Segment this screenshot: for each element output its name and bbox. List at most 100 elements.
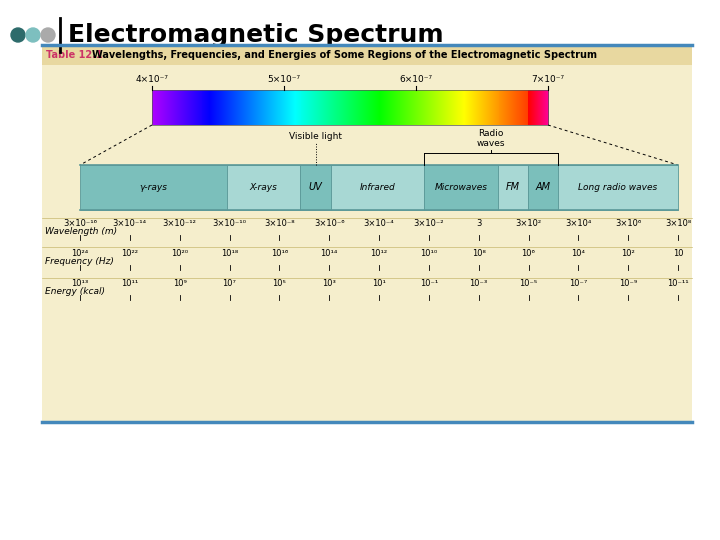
- Bar: [490, 90, 492, 125]
- Bar: [212, 90, 213, 125]
- Bar: [202, 90, 203, 125]
- Bar: [544, 90, 546, 125]
- Text: 10¹⁰: 10¹⁰: [420, 249, 438, 258]
- Bar: [305, 90, 307, 125]
- Bar: [528, 90, 530, 125]
- Bar: [186, 90, 187, 125]
- Bar: [336, 90, 338, 125]
- Bar: [181, 90, 182, 125]
- Text: 10⁻⁵: 10⁻⁵: [519, 279, 538, 288]
- Text: 10⁻¹: 10⁻¹: [420, 279, 438, 288]
- Bar: [255, 90, 256, 125]
- Bar: [294, 90, 296, 125]
- Bar: [492, 90, 493, 125]
- Bar: [312, 90, 314, 125]
- Bar: [330, 165, 424, 210]
- Text: 10⁻⁷: 10⁻⁷: [570, 279, 588, 288]
- Bar: [455, 90, 456, 125]
- Bar: [462, 90, 464, 125]
- Bar: [204, 90, 205, 125]
- Bar: [302, 90, 304, 125]
- Bar: [256, 90, 258, 125]
- Bar: [415, 90, 417, 125]
- Bar: [437, 90, 438, 125]
- Bar: [366, 90, 367, 125]
- Bar: [501, 90, 503, 125]
- Bar: [353, 90, 354, 125]
- Bar: [264, 90, 266, 125]
- Bar: [162, 90, 163, 125]
- Bar: [410, 90, 411, 125]
- Bar: [382, 90, 384, 125]
- Bar: [364, 90, 365, 125]
- Bar: [352, 90, 354, 125]
- Bar: [426, 90, 428, 125]
- Bar: [538, 90, 539, 125]
- Bar: [218, 90, 220, 125]
- Bar: [481, 90, 482, 125]
- Bar: [282, 90, 283, 125]
- Bar: [545, 90, 546, 125]
- Bar: [444, 90, 446, 125]
- Bar: [270, 90, 271, 125]
- Bar: [370, 90, 372, 125]
- Bar: [397, 90, 399, 125]
- Bar: [526, 90, 528, 125]
- Bar: [281, 90, 282, 125]
- Bar: [189, 90, 191, 125]
- Bar: [236, 90, 238, 125]
- Bar: [355, 90, 356, 125]
- Text: 10²⁴: 10²⁴: [71, 249, 89, 258]
- Text: Frequency (Hz): Frequency (Hz): [45, 258, 114, 267]
- Bar: [513, 90, 514, 125]
- Bar: [212, 90, 214, 125]
- Bar: [273, 90, 274, 125]
- Bar: [262, 90, 264, 125]
- Bar: [531, 90, 533, 125]
- Bar: [427, 90, 428, 125]
- Bar: [434, 90, 436, 125]
- Bar: [199, 90, 201, 125]
- Bar: [377, 90, 378, 125]
- Bar: [503, 90, 505, 125]
- Bar: [546, 90, 547, 125]
- Bar: [363, 90, 364, 125]
- Bar: [220, 90, 221, 125]
- Bar: [450, 90, 451, 125]
- Bar: [378, 90, 379, 125]
- Bar: [329, 90, 330, 125]
- Bar: [266, 90, 267, 125]
- Bar: [228, 90, 230, 125]
- Bar: [284, 90, 285, 125]
- Bar: [246, 90, 248, 125]
- Bar: [279, 90, 280, 125]
- Text: Radio
waves: Radio waves: [477, 129, 505, 148]
- Bar: [235, 90, 237, 125]
- Bar: [345, 90, 346, 125]
- Bar: [230, 90, 232, 125]
- Bar: [408, 90, 410, 125]
- Bar: [394, 90, 395, 125]
- Bar: [426, 90, 427, 125]
- Bar: [307, 90, 309, 125]
- Bar: [227, 165, 300, 210]
- Bar: [252, 90, 253, 125]
- Bar: [188, 90, 189, 125]
- Text: Wavelength (m): Wavelength (m): [45, 227, 117, 237]
- Bar: [224, 90, 226, 125]
- Bar: [369, 90, 370, 125]
- Bar: [547, 90, 549, 125]
- Bar: [279, 90, 282, 125]
- Bar: [381, 90, 382, 125]
- Bar: [530, 90, 531, 125]
- Bar: [320, 90, 322, 125]
- Bar: [248, 90, 250, 125]
- Bar: [239, 90, 240, 125]
- Bar: [278, 90, 279, 125]
- Text: 10⁻⁹: 10⁻⁹: [619, 279, 637, 288]
- Text: 10⁶: 10⁶: [521, 249, 536, 258]
- Bar: [258, 90, 259, 125]
- Bar: [539, 90, 541, 125]
- Text: Table 12.1: Table 12.1: [46, 50, 103, 60]
- Bar: [498, 165, 528, 210]
